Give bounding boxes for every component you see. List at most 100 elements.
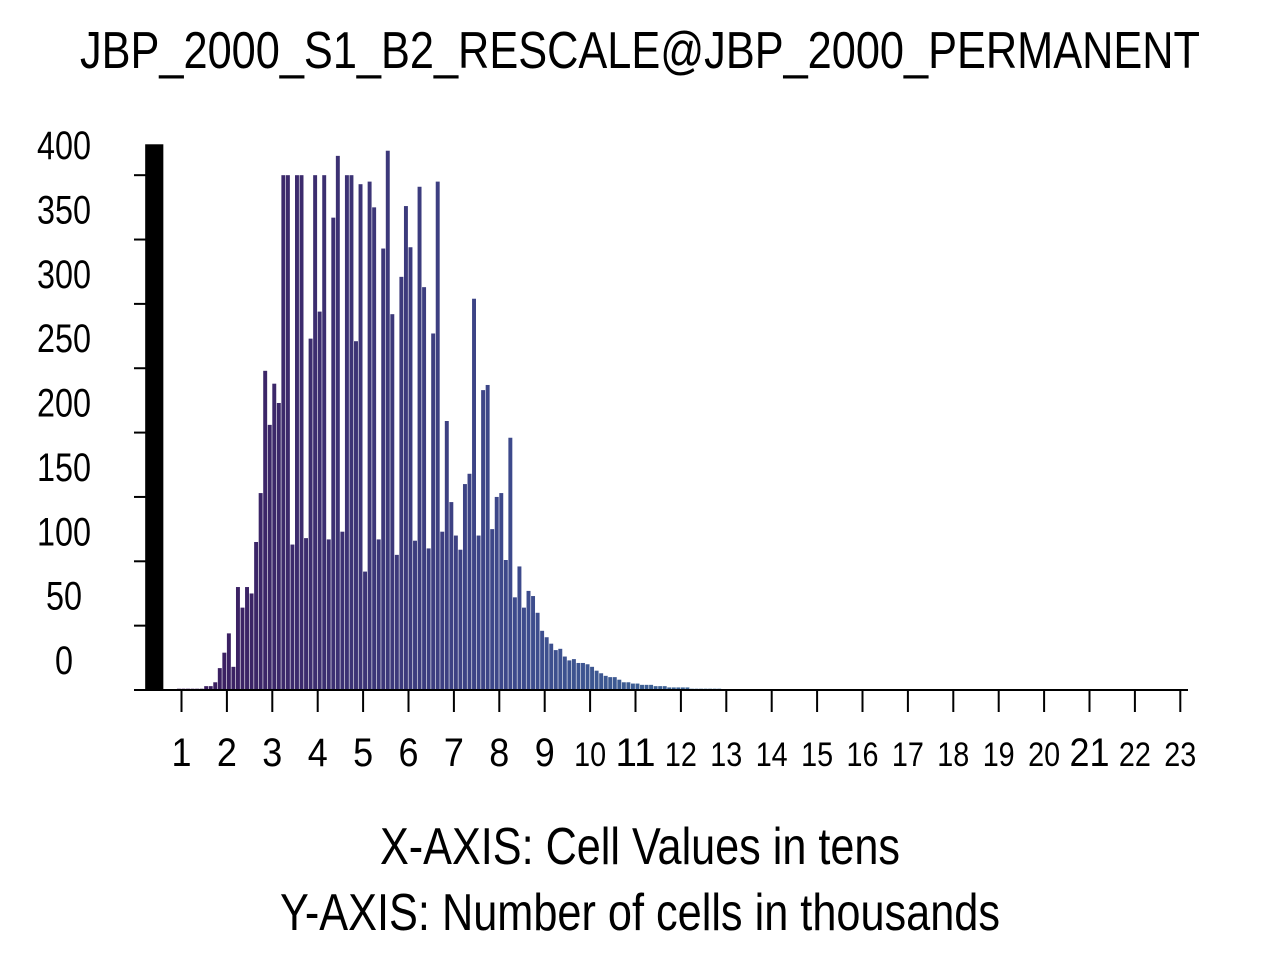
histogram-bar — [245, 587, 249, 690]
y-axis-label: Y-AXIS: Number of cells in thousands — [280, 884, 1000, 942]
histogram-bar — [372, 207, 377, 690]
histogram-bar — [367, 181, 372, 691]
histogram-bar — [581, 662, 585, 690]
y-tick-label: 150 — [37, 446, 91, 490]
histogram-bar — [567, 660, 572, 690]
x-tick-label: 3 — [262, 731, 282, 775]
histogram-bar — [671, 687, 676, 690]
histogram-bar — [258, 493, 263, 690]
y-tick-label: 200 — [37, 382, 91, 426]
histogram-bar — [540, 630, 545, 690]
histogram-bar — [344, 175, 349, 690]
x-tick-label: 19 — [983, 736, 1015, 774]
histogram-bar — [535, 612, 540, 690]
histogram-bar — [544, 637, 549, 690]
y-tick-label: 0 — [55, 639, 73, 683]
histogram-bar — [299, 175, 304, 690]
y-tick-label: 100 — [37, 510, 91, 554]
bars-group — [145, 144, 722, 691]
histogram-bar — [644, 684, 649, 690]
x-tick-label: 4 — [308, 731, 328, 775]
histogram-bar — [531, 596, 536, 690]
x-axis-label: X-AXIS: Cell Values in tens — [380, 818, 900, 876]
histogram-bar — [322, 175, 327, 690]
histogram-bar — [281, 175, 286, 690]
histogram-bar — [381, 248, 386, 691]
histogram-bar — [658, 686, 663, 690]
histogram-bar — [263, 370, 268, 690]
histogram-bar — [617, 679, 622, 690]
histogram-bar — [680, 687, 685, 690]
histogram-bar — [485, 384, 490, 690]
x-tick-label: 8 — [489, 731, 509, 775]
histogram-bar — [335, 155, 340, 690]
histogram-bar — [313, 175, 318, 690]
histogram-bar — [571, 659, 576, 690]
histogram-bar — [685, 687, 690, 690]
x-tick-label: 18 — [937, 736, 969, 774]
x-tick-label: 17 — [892, 736, 924, 774]
histogram-bar — [272, 383, 277, 690]
histogram-bar — [594, 670, 599, 690]
histogram-bar — [462, 484, 467, 690]
histogram-bar — [640, 684, 644, 690]
x-tick-label: 6 — [399, 731, 419, 775]
histogram-bar — [254, 541, 259, 690]
histogram-bar — [385, 150, 390, 691]
histogram-bar — [399, 276, 404, 690]
histogram-bar — [308, 338, 313, 690]
histogram-bar — [667, 687, 672, 690]
x-tick-label: 14 — [756, 736, 788, 774]
histogram-bar — [235, 587, 240, 690]
y-axis: 0 50 100 150 200 250 300 350 400 — [37, 124, 148, 691]
histogram-bar — [435, 181, 440, 691]
histogram-bar — [217, 668, 222, 690]
histogram-bar — [285, 175, 290, 690]
x-axis: 1 2 3 4 5 6 7 8 9 10 11 12 13 14 15 16 17 18 19 20 21 22 23 — [134, 689, 1196, 775]
histogram-bar — [295, 175, 299, 690]
histogram-bar — [508, 437, 513, 690]
histogram-bar — [363, 571, 368, 690]
histogram-bar — [226, 633, 231, 690]
histogram-bar — [290, 544, 295, 690]
x-tick-label: 2 — [217, 731, 237, 775]
histogram-bar — [562, 656, 567, 690]
histogram-bar — [494, 496, 499, 690]
histogram-bar — [208, 686, 213, 690]
histogram-bar — [517, 566, 522, 690]
histogram-bar — [408, 247, 413, 690]
histogram-bar — [472, 298, 476, 690]
histogram-bar — [317, 311, 322, 690]
x-tick-label: 1 — [172, 731, 192, 775]
histogram-bar — [417, 186, 422, 690]
histogram-bar — [422, 287, 427, 690]
histogram-bar — [444, 421, 449, 690]
histogram-bar — [449, 502, 454, 690]
x-tick-label: 23 — [1164, 736, 1196, 774]
histogram-bar — [621, 682, 626, 690]
chart-title: JBP_2000_S1_B2_RESCALE@JBP_2000_PERMANEN… — [80, 22, 1200, 80]
histogram-bar — [440, 531, 445, 690]
y-tick-label: 350 — [37, 189, 91, 233]
histogram-bar — [354, 341, 358, 690]
histogram-bar — [590, 666, 595, 690]
y-tick-label: 50 — [46, 575, 82, 619]
histogram-bar — [576, 662, 581, 690]
y-tick-label: 250 — [37, 317, 91, 361]
histogram-bar — [304, 538, 309, 690]
histogram-bar — [585, 664, 590, 690]
null-value-bar — [145, 144, 164, 691]
histogram-bar — [476, 535, 481, 690]
x-tick-label: 15 — [801, 736, 833, 774]
y-tick-label: 300 — [37, 253, 91, 297]
histogram-bar — [558, 648, 563, 690]
histogram-bar — [403, 206, 408, 690]
x-tick-label: 12 — [665, 736, 697, 774]
histogram-bar — [204, 686, 209, 690]
histogram-bar — [413, 540, 417, 690]
x-tick-label: 22 — [1119, 736, 1151, 774]
x-tick-label: 5 — [353, 731, 373, 775]
histogram-bar — [512, 597, 517, 690]
histogram-bar — [276, 402, 281, 690]
